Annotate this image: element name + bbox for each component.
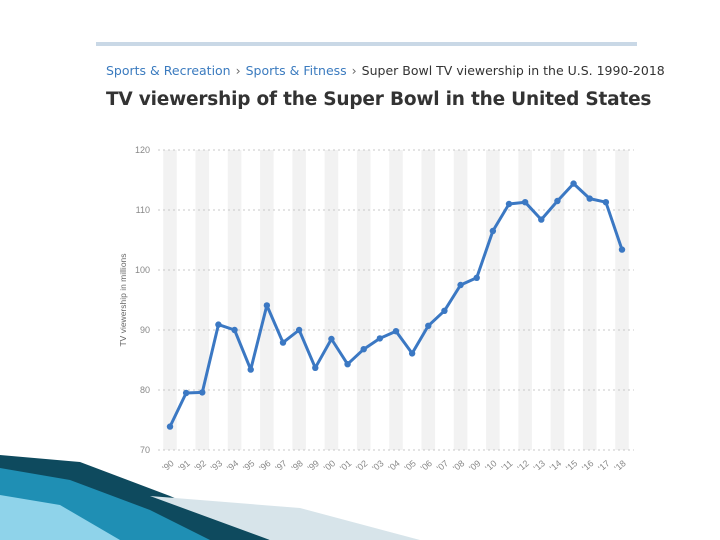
breadcrumb: Sports & Recreation › Sports & Fitness › Sup… (106, 63, 665, 78)
column-band (292, 150, 306, 450)
top-rule (96, 42, 637, 46)
breadcrumb-link-sports-fitness[interactable]: Sports & Fitness (245, 63, 347, 78)
column-band (356, 150, 371, 450)
data-point (295, 326, 303, 334)
data-point (392, 328, 400, 335)
y-axis-label: TV viewership in millions (118, 253, 128, 346)
chart-title: TV viewership of the Super Bowl in the U… (106, 89, 652, 110)
column-band (550, 150, 565, 450)
data-point (473, 274, 480, 281)
column-band (260, 150, 274, 450)
data-point (247, 366, 254, 373)
data-point (231, 326, 238, 334)
data-point (554, 197, 561, 205)
data-point (505, 200, 513, 208)
y-tick-label: 90 (140, 325, 150, 335)
data-point (166, 423, 174, 430)
column-band (324, 150, 339, 450)
data-point (182, 389, 190, 397)
y-tick-label: 120 (135, 145, 150, 155)
column-band (227, 150, 242, 450)
line-chart: 70 80 90 100 110 120 TV viewership in millions… (118, 145, 634, 473)
data-point (344, 361, 351, 368)
column-band (453, 150, 468, 450)
column-band (389, 150, 403, 450)
data-point (570, 180, 577, 187)
data-point (425, 322, 432, 329)
data-point (521, 199, 529, 206)
column-band (615, 150, 629, 450)
y-tick-label: 70 (140, 445, 150, 455)
data-point (489, 227, 497, 235)
decoration-pale-band (150, 496, 420, 540)
data-point (279, 339, 287, 346)
data-point (618, 246, 626, 253)
data-point (199, 389, 206, 396)
column-band (163, 150, 177, 450)
y-tick-label: 100 (135, 265, 150, 275)
data-point (312, 364, 319, 371)
data-point (457, 281, 464, 289)
breadcrumb-separator: › (235, 63, 241, 78)
data-point (328, 335, 335, 343)
data-point (586, 195, 593, 202)
y-tick-label: 80 (140, 385, 150, 395)
decoration-light-wedge (0, 495, 120, 540)
data-point (408, 350, 416, 357)
column-band (518, 150, 532, 450)
data-point (263, 302, 271, 309)
data-point (602, 199, 610, 206)
breadcrumb-separator: › (351, 63, 357, 78)
data-point (360, 346, 367, 353)
data-point (441, 307, 448, 314)
breadcrumb-current-page: Super Bowl TV viewership in the U.S. 199… (361, 63, 665, 78)
data-point (376, 335, 384, 342)
data-point (538, 216, 545, 223)
breadcrumb-link-sports-recreation[interactable]: Sports & Recreation (106, 63, 231, 78)
column-band (421, 150, 436, 450)
y-tick-label: 110 (136, 205, 150, 215)
column-band (582, 150, 597, 450)
data-point (215, 321, 222, 328)
